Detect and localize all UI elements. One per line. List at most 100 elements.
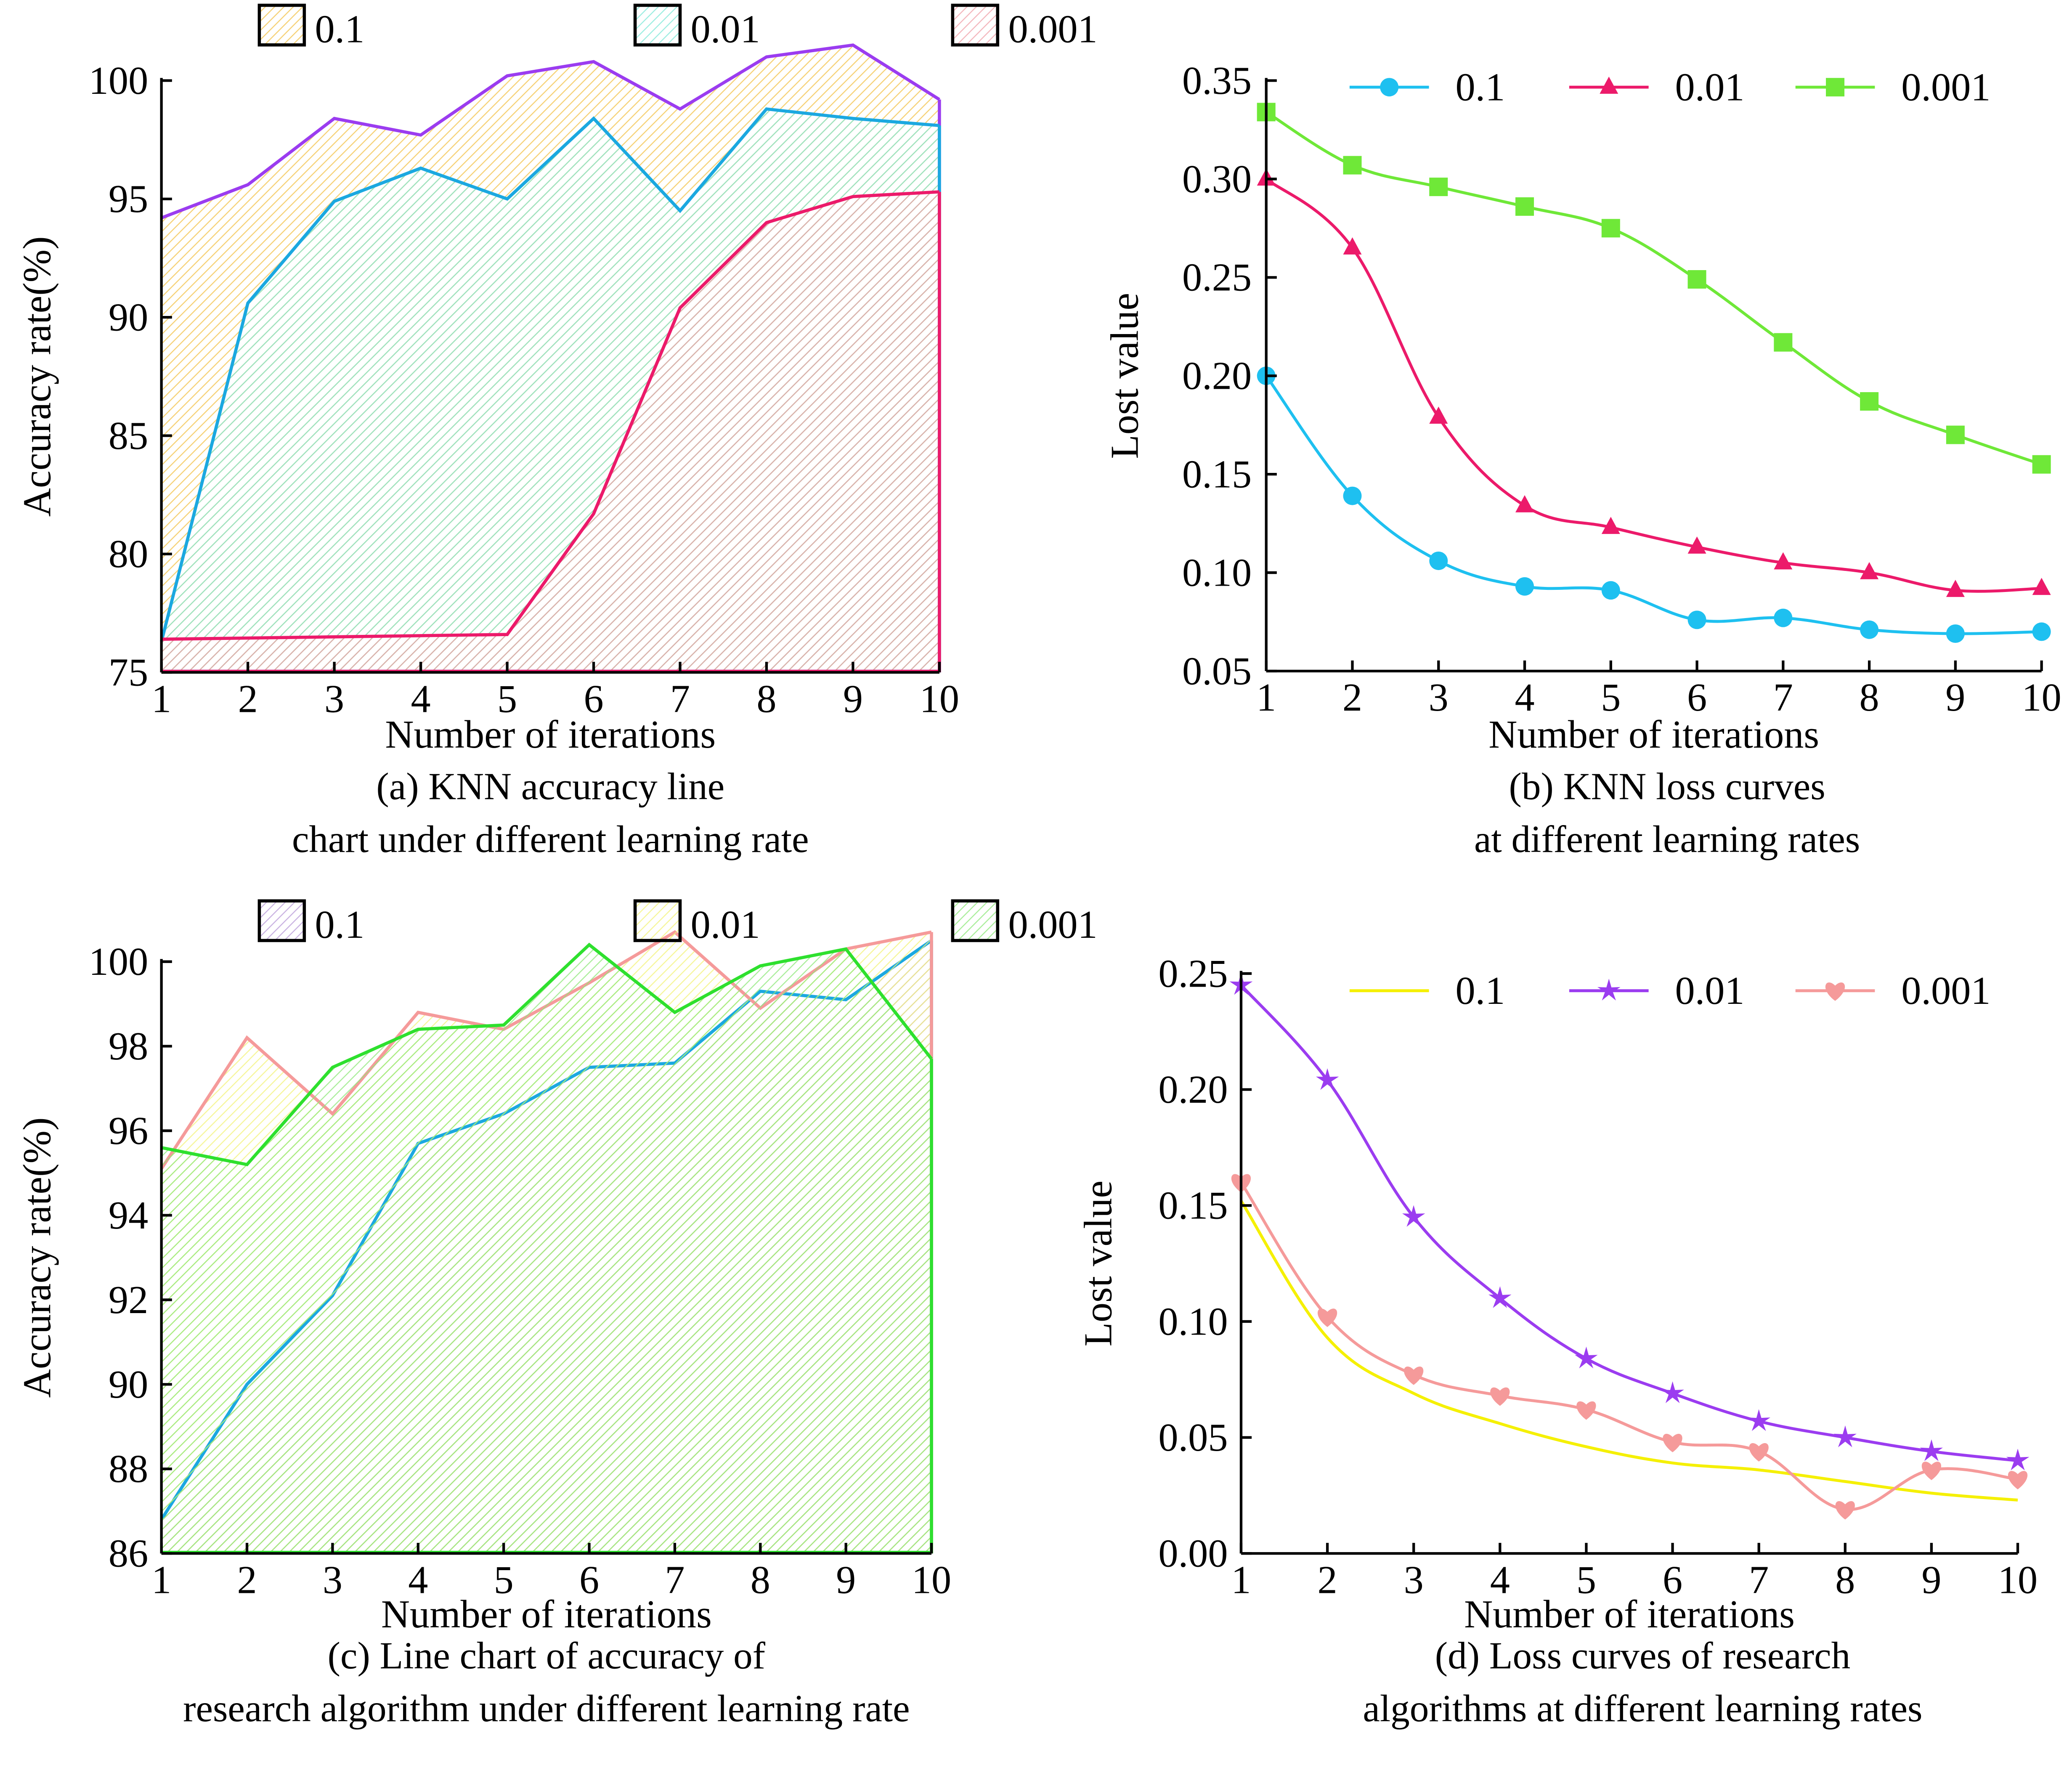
panel-c-research-accuracy: 0.1 0.01 0.001 86 88 90 92 94 96 98 100 1 2 3 4 5 6 7 8 9 10… bbox=[15, 899, 1098, 1730]
marker-star bbox=[1747, 1409, 1770, 1431]
legend-label: 0.1 bbox=[1455, 66, 1505, 109]
marker-star bbox=[1575, 1346, 1598, 1369]
y-tick-label: 0.35 bbox=[1182, 59, 1252, 103]
legend-label: 0.1 bbox=[315, 8, 364, 51]
caption-line: chart under different learning rate bbox=[292, 818, 809, 860]
legend-swatch bbox=[951, 899, 1000, 942]
marker-heart bbox=[1663, 1433, 1682, 1452]
series-line bbox=[1240, 984, 2018, 1462]
marker-star bbox=[1316, 1068, 1339, 1090]
marker-triangle bbox=[1687, 536, 1706, 554]
marker-circle bbox=[2032, 622, 2051, 641]
x-tick-label: 6 bbox=[1687, 676, 1707, 719]
x-tick-label: 5 bbox=[497, 677, 517, 721]
legend-label: 0.1 bbox=[315, 903, 364, 947]
series-line bbox=[1240, 1200, 2018, 1502]
x-tick-label: 3 bbox=[323, 1558, 342, 1602]
marker-square bbox=[1774, 333, 1793, 352]
x-tick-label: 6 bbox=[579, 1558, 599, 1602]
y-tick-label: 80 bbox=[109, 532, 148, 576]
y-tick-label: 92 bbox=[109, 1278, 148, 1322]
marker-triangle bbox=[2032, 578, 2051, 595]
x-tick-label: 8 bbox=[751, 1558, 770, 1602]
marker-star bbox=[1920, 1439, 1943, 1461]
y-axis-title: Lost value bbox=[1103, 293, 1147, 459]
marker-circle bbox=[1429, 552, 1448, 570]
legend-label: 0.01 bbox=[1675, 969, 1745, 1013]
x-tick-label: 8 bbox=[756, 677, 776, 721]
caption-line: (a) KNN accuracy line bbox=[376, 765, 724, 808]
marker-triangle bbox=[1429, 406, 1448, 424]
series-line bbox=[1265, 178, 2042, 593]
x-tick-label: 10 bbox=[920, 677, 959, 721]
series-0_1 bbox=[1257, 366, 2051, 643]
x-tick-label: 9 bbox=[1921, 1558, 1941, 1602]
marker-circle bbox=[1687, 610, 1706, 629]
x-tick-label: 1 bbox=[1231, 1558, 1251, 1602]
series-line bbox=[161, 43, 940, 220]
x-tick-label: 7 bbox=[1749, 1558, 1769, 1602]
marker-star bbox=[2006, 1449, 2030, 1470]
x-tick-label: 4 bbox=[408, 1558, 428, 1602]
y-tick-label: 0.05 bbox=[1158, 1416, 1228, 1460]
marker-heart bbox=[1825, 982, 1845, 1001]
legend-label: 0.001 bbox=[1008, 903, 1097, 947]
marker-square bbox=[1343, 156, 1362, 175]
x-axis-title: Number of iterations bbox=[381, 1592, 712, 1636]
marker-triangle bbox=[1600, 77, 1618, 94]
y-tick-label: 95 bbox=[109, 177, 148, 221]
y-tick-label: 0.20 bbox=[1182, 354, 1252, 398]
caption-line: (b) KNN loss curves bbox=[1509, 765, 1825, 808]
marker-square bbox=[1515, 197, 1534, 216]
marker-square bbox=[1601, 219, 1620, 238]
marker-circle bbox=[1343, 486, 1362, 505]
x-tick-label: 1 bbox=[151, 1558, 171, 1602]
y-axis-title: Lost value bbox=[1077, 1181, 1120, 1347]
marker-triangle bbox=[1601, 517, 1620, 534]
marker-circle bbox=[1946, 624, 1965, 643]
x-tick-label: 10 bbox=[2022, 676, 2061, 719]
legend-label: 0.01 bbox=[691, 8, 760, 51]
marker-star bbox=[1661, 1381, 1684, 1403]
series-0_01 bbox=[1257, 168, 2051, 597]
marker-square bbox=[1687, 270, 1706, 289]
panel-b-knn-loss: 0.1 0.01 0.001 0.05 0.10 0.15 0.20 0.25 0.30 0.35… bbox=[1103, 59, 2061, 860]
caption-line: (d) Loss curves of research bbox=[1435, 1634, 1850, 1677]
marker-heart bbox=[1576, 1401, 1596, 1420]
legend-swatch bbox=[633, 3, 682, 47]
marker-square bbox=[1429, 178, 1448, 196]
marker-circle bbox=[1380, 78, 1399, 97]
series-0_001 bbox=[161, 942, 933, 1554]
series-0_1 bbox=[1237, 1192, 2024, 1510]
marker-circle bbox=[1860, 620, 1879, 639]
x-tick-label: 4 bbox=[411, 677, 431, 721]
marker-heart bbox=[1404, 1367, 1424, 1385]
series-0_001 bbox=[1231, 1174, 2028, 1520]
y-tick-label: 0.20 bbox=[1158, 1068, 1228, 1112]
y-tick-label: 0.00 bbox=[1158, 1532, 1228, 1576]
marker-circle bbox=[1601, 581, 1620, 600]
x-tick-label: 5 bbox=[1601, 676, 1621, 719]
x-tick-label: 3 bbox=[1404, 1558, 1424, 1602]
x-tick-label: 6 bbox=[584, 677, 603, 721]
legend-swatch bbox=[633, 899, 682, 942]
series-line bbox=[161, 942, 933, 1167]
marker-triangle bbox=[1946, 580, 1965, 597]
legend-swatch bbox=[257, 3, 306, 47]
series-line bbox=[1265, 111, 2042, 466]
y-tick-label: 0.05 bbox=[1182, 649, 1252, 693]
x-tick-label: 7 bbox=[665, 1558, 684, 1602]
series-line bbox=[1265, 375, 2042, 635]
x-tick-label: 2 bbox=[1318, 1558, 1337, 1602]
y-tick-label: 90 bbox=[109, 296, 148, 340]
x-tick-label: 5 bbox=[1576, 1558, 1596, 1602]
x-axis-title: Number of iterations bbox=[385, 713, 716, 756]
marker-triangle bbox=[1343, 237, 1362, 255]
caption-line: algorithms at different learning rates bbox=[1363, 1687, 1922, 1730]
y-tick-label: 88 bbox=[109, 1447, 148, 1491]
marker-heart bbox=[1835, 1501, 1855, 1520]
x-tick-label: 9 bbox=[836, 1558, 856, 1602]
x-tick-label: 9 bbox=[843, 677, 863, 721]
x-tick-label: 8 bbox=[1860, 676, 1879, 719]
caption-line: at different learning rates bbox=[1474, 818, 1860, 860]
